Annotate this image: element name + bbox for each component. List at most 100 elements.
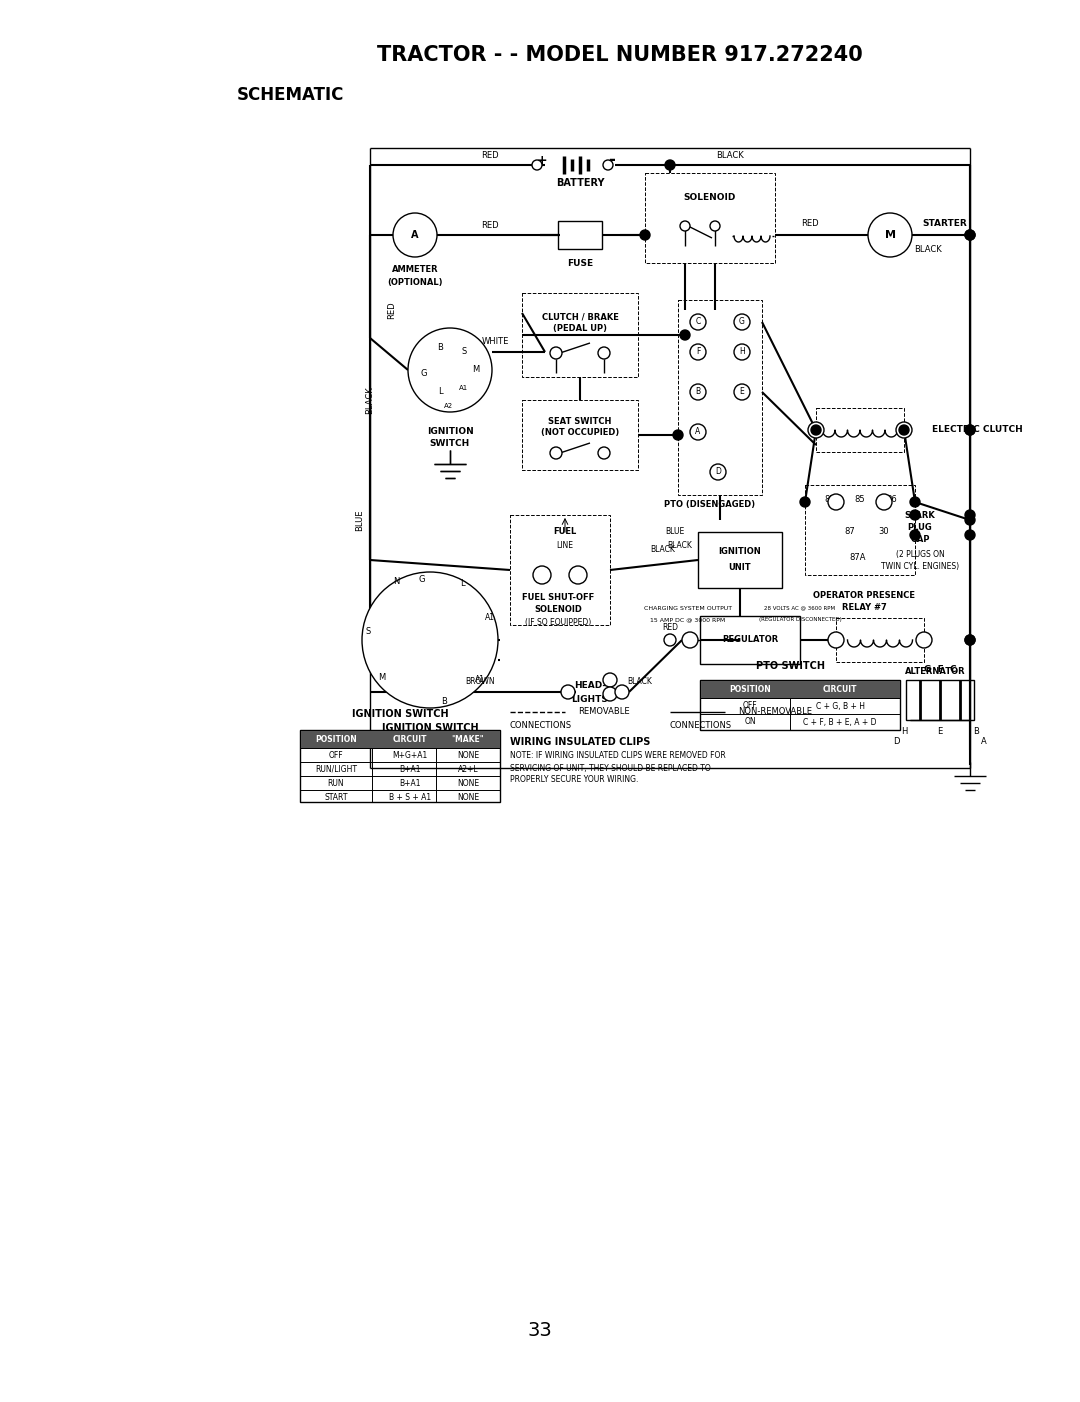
Circle shape (603, 687, 617, 701)
Text: (2 PLUGS ON: (2 PLUGS ON (895, 550, 944, 558)
Circle shape (916, 632, 932, 648)
Text: CIRCUIT: CIRCUIT (393, 735, 428, 743)
Circle shape (896, 422, 912, 437)
Text: A1: A1 (475, 676, 485, 684)
Text: CONNECTIONS: CONNECTIONS (510, 722, 572, 730)
Circle shape (876, 494, 892, 510)
Text: G: G (421, 370, 428, 379)
Text: 33: 33 (528, 1321, 552, 1339)
Circle shape (966, 515, 975, 524)
Text: BLACK: BLACK (627, 677, 652, 687)
Text: CHARGING SYSTEM OUTPUT: CHARGING SYSTEM OUTPUT (644, 606, 732, 610)
Text: START: START (324, 792, 348, 802)
Bar (300, 730, 500, 749)
Circle shape (681, 632, 698, 648)
Text: A: A (696, 428, 701, 436)
Text: A2: A2 (444, 402, 453, 409)
Text: NON-REMOVABLE: NON-REMOVABLE (738, 708, 812, 716)
Text: BLACK: BLACK (667, 541, 692, 551)
Bar (700, 680, 900, 730)
Text: E: E (937, 728, 943, 736)
Text: "MAKE": "MAKE" (451, 735, 484, 743)
Text: BLACK: BLACK (716, 150, 744, 160)
Circle shape (966, 425, 975, 435)
Text: A1: A1 (485, 614, 495, 622)
Text: CONNECTIONS: CONNECTIONS (670, 722, 732, 730)
Text: POSITION: POSITION (729, 684, 771, 694)
Text: B: B (696, 387, 701, 397)
Text: N: N (393, 578, 400, 586)
Text: B+A1: B+A1 (400, 778, 421, 788)
Circle shape (680, 329, 690, 341)
Circle shape (734, 343, 750, 360)
Text: IGNITION: IGNITION (427, 428, 473, 436)
Text: D: D (715, 467, 721, 477)
Text: M: M (378, 673, 386, 683)
Bar (510, 515, 610, 625)
Text: 85: 85 (854, 495, 865, 505)
Text: RED: RED (482, 220, 499, 230)
Circle shape (828, 632, 843, 648)
Text: RED: RED (482, 150, 499, 160)
Text: ALTERNATOR: ALTERNATOR (905, 667, 966, 677)
Circle shape (800, 496, 810, 508)
Circle shape (615, 686, 629, 700)
Bar (816, 408, 904, 451)
Text: (OPTIONAL): (OPTIONAL) (388, 278, 443, 286)
Text: RED: RED (388, 301, 396, 318)
Text: B: B (441, 698, 447, 707)
Text: L: L (437, 387, 443, 397)
Text: (PEDAL UP): (PEDAL UP) (553, 324, 607, 334)
Text: UNIT: UNIT (729, 564, 752, 572)
Text: FUEL: FUEL (553, 527, 577, 537)
Text: BLACK: BLACK (365, 386, 375, 414)
Bar (522, 400, 638, 470)
Text: OPERATOR PRESENCE: OPERATOR PRESENCE (813, 590, 915, 600)
Circle shape (966, 230, 975, 240)
Circle shape (532, 160, 542, 170)
Circle shape (680, 222, 690, 231)
Circle shape (710, 464, 726, 479)
Text: A: A (981, 737, 987, 746)
Text: STARTER: STARTER (922, 219, 967, 227)
Bar (698, 531, 782, 587)
Circle shape (966, 230, 975, 240)
Circle shape (966, 530, 975, 540)
Text: 87A: 87A (850, 554, 866, 562)
Circle shape (808, 422, 824, 437)
Text: +: + (537, 153, 548, 167)
Text: SCHEMATIC: SCHEMATIC (237, 86, 343, 104)
Circle shape (690, 314, 706, 329)
Text: 30: 30 (879, 527, 889, 537)
Text: ON: ON (744, 718, 756, 726)
Circle shape (561, 686, 575, 700)
Text: OFF: OFF (328, 750, 343, 760)
Bar (558, 222, 602, 250)
Text: B+A1: B+A1 (400, 764, 421, 774)
Bar (700, 615, 800, 665)
Text: -: - (608, 151, 616, 170)
Text: OFF: OFF (743, 701, 757, 711)
Text: SOLENOID: SOLENOID (684, 193, 737, 202)
Text: NOTE: IF WIRING INSULATED CLIPS WERE REMOVED FOR: NOTE: IF WIRING INSULATED CLIPS WERE REM… (510, 751, 726, 760)
Bar (906, 680, 974, 721)
Circle shape (966, 425, 975, 435)
Circle shape (910, 496, 920, 508)
Text: FUEL SHUT-OFF: FUEL SHUT-OFF (522, 593, 594, 603)
Text: CLUTCH / BRAKE: CLUTCH / BRAKE (541, 313, 619, 321)
Text: BROWN: BROWN (465, 677, 495, 687)
Text: M+G+A1: M+G+A1 (392, 750, 428, 760)
Text: H: H (739, 348, 745, 356)
Bar (645, 172, 775, 264)
Text: BLACK: BLACK (915, 244, 942, 254)
Text: BATTERY: BATTERY (556, 178, 604, 188)
Circle shape (393, 213, 437, 257)
Text: F: F (696, 348, 700, 356)
Text: NONE: NONE (457, 792, 480, 802)
Text: PTO SWITCH: PTO SWITCH (756, 660, 824, 672)
Text: SEAT SWITCH: SEAT SWITCH (549, 416, 611, 425)
Text: IGNITION SWITCH: IGNITION SWITCH (381, 723, 478, 733)
Text: 87: 87 (825, 495, 835, 505)
Text: NONE: NONE (457, 750, 480, 760)
Text: RELAY #7: RELAY #7 (841, 603, 887, 611)
